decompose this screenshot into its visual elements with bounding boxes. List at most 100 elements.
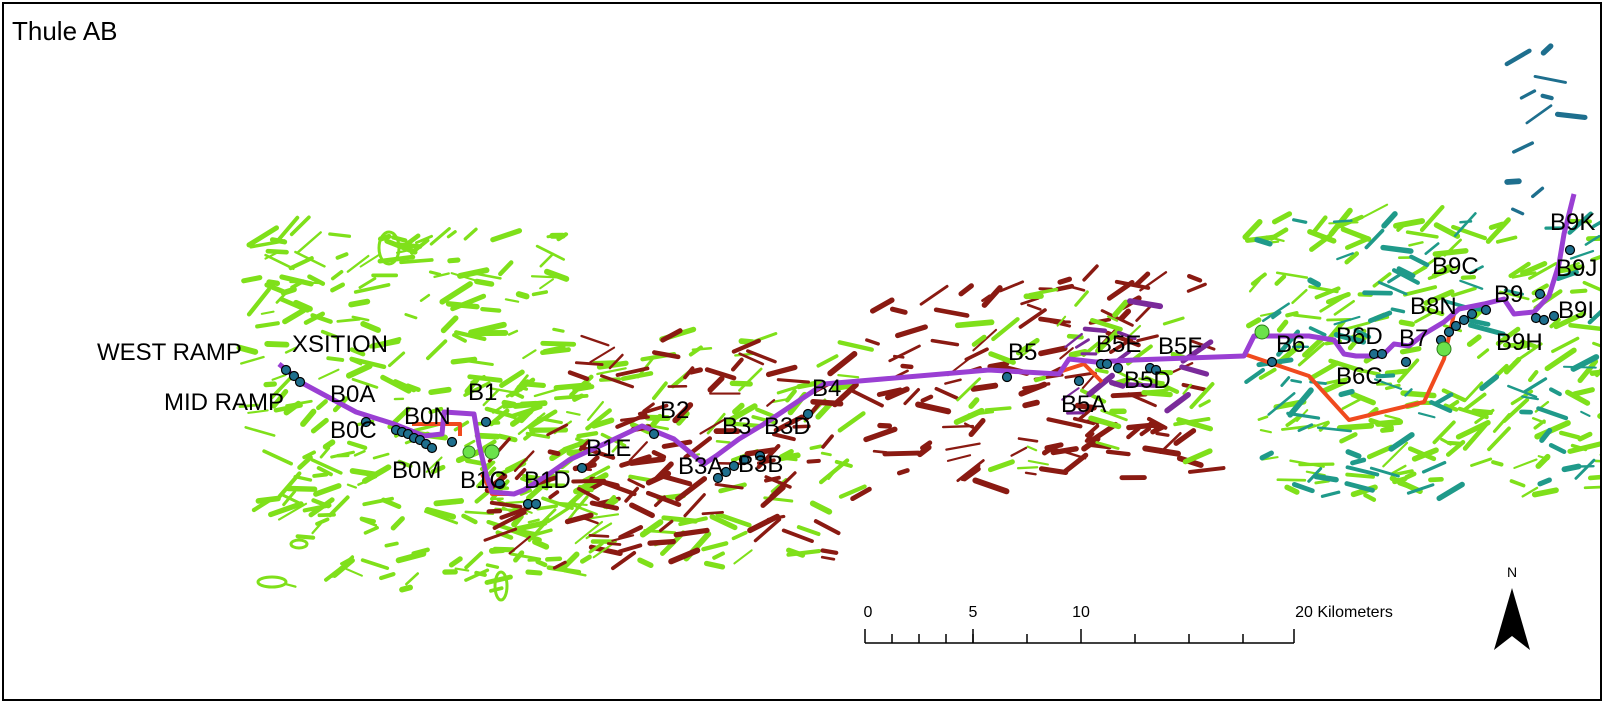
terrain-feature [815,400,834,420]
terrain-feature [1345,472,1375,479]
label-west-ramp: WEST RAMP [97,339,242,366]
scale-tick-label: 5 [969,604,978,621]
terrain-feature [504,298,520,303]
terrain-feature [838,484,867,499]
terrain-feature [1523,377,1548,394]
terrain-feature [991,317,1020,342]
terrain-feature [296,231,322,254]
terrain-feature [1095,441,1120,450]
terrain-feature [1511,207,1525,216]
terrain-feature [336,317,361,323]
terrain-feature [675,476,708,502]
terrain-feature [359,516,376,524]
label-b5d: B5D [1124,367,1171,394]
terrain-feature [1026,445,1038,452]
terrain-feature [461,513,478,525]
terrain-feature [1459,279,1484,290]
terrain-feature [1551,336,1580,354]
terrain-feature [238,403,259,409]
terrain-feature [930,338,960,347]
terrain-feature [589,500,620,511]
terrain-feature [1164,391,1191,414]
terrain-feature [1388,432,1415,452]
terrain-feature [1106,315,1119,322]
terrain-feature [1344,251,1360,265]
terrain-feature [1504,178,1522,185]
terrain-feature [548,490,560,500]
terrain-feature [1285,311,1299,318]
terrain-feature [464,439,476,448]
terrain-feature [730,357,744,372]
terrain-feature [1380,427,1395,433]
terrain-feature [1509,479,1526,488]
terrain-feature [483,527,518,542]
terrain-feature [1280,376,1291,387]
terrain-feature [293,474,313,482]
terrain-feature [1287,387,1314,418]
terrain-feature [565,489,586,509]
terrain-feature [536,475,557,486]
terrain-feature [1557,261,1580,272]
terrain-feature [766,399,776,407]
terrain-feature [502,402,535,409]
station-point [1564,244,1576,256]
terrain-feature [1339,432,1358,444]
terrain-feature [786,548,822,557]
terrain-feature [522,473,544,481]
terrain-feature [972,477,1010,495]
terrain-feature [619,454,652,468]
scale-tick-label: 10 [1072,604,1090,621]
station-point [712,472,724,484]
terrain-feature [1511,271,1537,279]
terrain-feature [1112,299,1129,318]
terrain-feature [501,399,517,408]
terrain-feature [1569,288,1588,294]
terrain-feature [387,351,406,368]
terrain-feature [1423,289,1455,306]
terrain-feature [263,381,277,388]
terrain-feature [1182,448,1213,465]
terrain-feature [1556,264,1585,274]
terrain-feature [1384,414,1401,421]
terrain-feature [513,450,535,473]
terrain-feature [885,386,910,401]
terrain-feature [554,469,570,474]
terrain-feature [498,260,514,277]
terrain-feature [882,450,921,457]
terrain-feature [1148,421,1163,431]
terrain-feature [688,367,703,375]
terrain-feature [1471,408,1494,416]
label-b6: B6 [1276,331,1305,358]
terrain-feature [1485,217,1511,244]
scale-bar-labels: 0 5 10 20 Kilometers [864,604,1393,621]
terrain-feature [1428,476,1444,483]
terrain-feature [353,449,366,457]
terrain-feature [1326,317,1352,322]
terrain-feature [447,257,461,264]
label-b0n: B0N [404,403,451,430]
terrain-feature [591,417,615,429]
terrain-feature [1381,211,1398,229]
terrain-feature [1139,426,1152,437]
terrain-feature [1292,313,1322,320]
terrain-feature [572,393,585,402]
label-b9h: B9H [1496,329,1543,356]
terrain-feature [1108,379,1126,389]
terrain-feature [1555,269,1579,281]
terrain-feature [1024,471,1037,476]
terrain-feature [1133,271,1151,288]
terrain-feature [567,502,598,516]
terrain-feature [1568,322,1600,332]
terrain-feature [1064,332,1083,349]
terrain-feature [515,291,530,300]
station-point [802,408,814,420]
terrain-feature [1519,89,1537,100]
terrain-feature [971,334,987,347]
terrain-feature [509,552,542,561]
terrain-feature [821,434,834,449]
terrain-feature [703,560,726,570]
terrain-feature [1445,439,1466,457]
scale-tick-label: 20 Kilometers [1295,604,1393,621]
terrain-feature [1502,342,1528,349]
label-b5: B5 [1008,339,1037,366]
